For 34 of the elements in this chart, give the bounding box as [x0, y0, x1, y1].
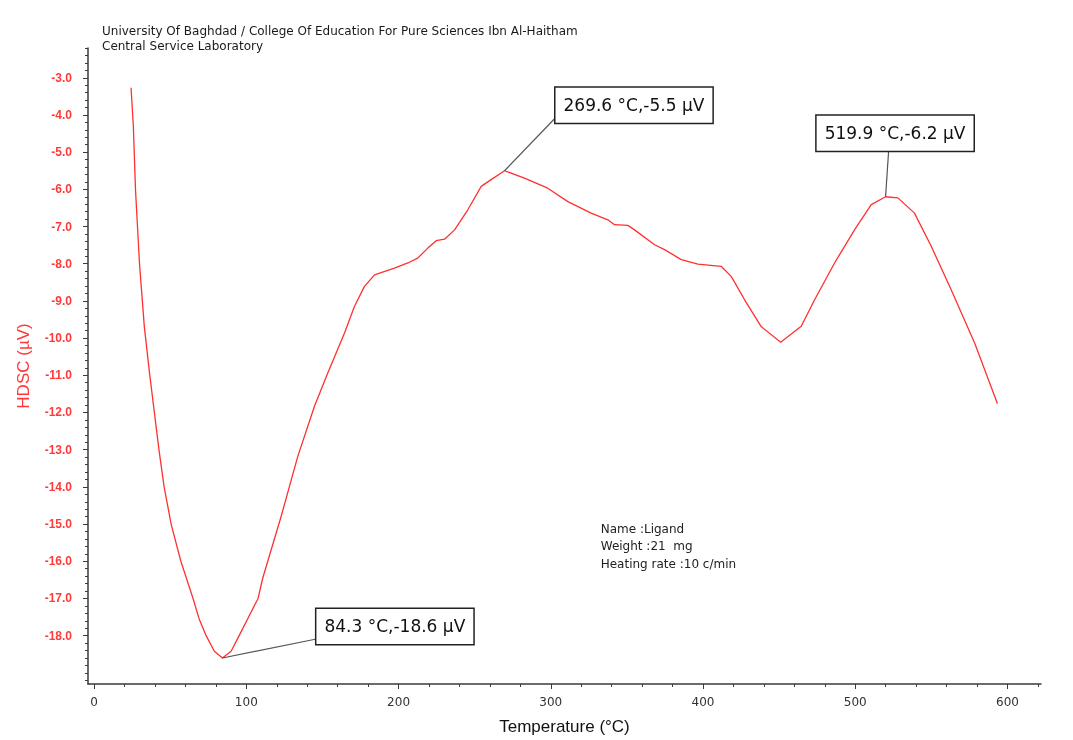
- y-tick-label: -18.0: [44, 628, 73, 643]
- y-tick-label: -6.0: [51, 182, 73, 197]
- annotation: Name :Ligand: [600, 521, 685, 536]
- line-series: [130, 87, 998, 659]
- x-tick-label: 400: [691, 695, 715, 709]
- y-axis-title: HDSC (µV): [14, 323, 33, 409]
- annotation: 84.3 °C,-18.6 µV: [324, 616, 466, 637]
- y-tick-label: -17.0: [44, 591, 73, 606]
- chart-subtitle: Central Service Laboratory: [102, 39, 264, 53]
- y-tick-label: -12.0: [44, 405, 73, 420]
- y-tick-label: -3.0: [51, 70, 73, 85]
- x-axis-title: Temperature (°C): [499, 717, 630, 736]
- x-tick-label: 200: [387, 695, 411, 709]
- chart-title: University Of Baghdad / College Of Education For Pure Sciences Ibn Al-Haitham: [102, 24, 578, 38]
- y-tick-label: -13.0: [44, 442, 73, 457]
- y-tick-label: -7.0: [51, 219, 73, 234]
- y-tick-label: -9.0: [51, 293, 73, 308]
- annotation: 269.6 °C,-5.5 µV: [563, 95, 705, 116]
- y-tick-label: -16.0: [44, 554, 73, 569]
- x-tick-label: 0: [90, 695, 98, 709]
- x-tick-label: 600: [996, 695, 1019, 709]
- x-tick-label: 100: [234, 695, 258, 709]
- x-tick-label: 300: [539, 695, 563, 709]
- annotation: Weight :21 mg: [600, 539, 693, 554]
- y-tick-label: -14.0: [44, 479, 73, 494]
- y-tick-label: -15.0: [44, 517, 73, 532]
- annotation: Heating rate :10 c/min: [600, 556, 737, 571]
- y-tick-label: -10.0: [44, 331, 73, 346]
- y-tick-label: -8.0: [51, 256, 73, 271]
- annotation: 519.9 °C,-6.2 µV: [824, 123, 966, 144]
- x-tick-label: 500: [843, 695, 867, 709]
- y-tick-label: -5.0: [51, 145, 73, 160]
- y-tick-label: -11.0: [45, 368, 73, 383]
- y-tick-label: -4.0: [51, 107, 73, 122]
